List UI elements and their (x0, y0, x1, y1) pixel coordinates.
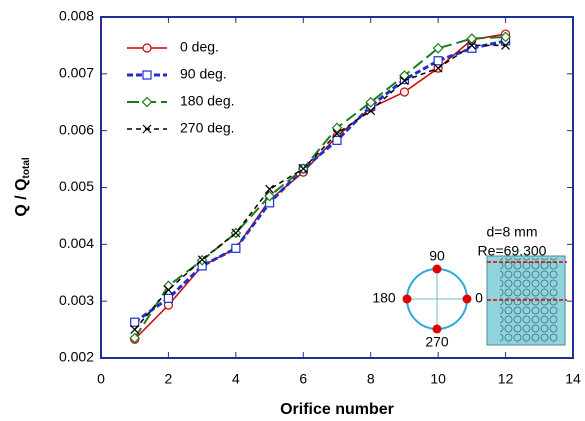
x-axis-title: Orifice number (280, 401, 394, 418)
inset-label: 90 (429, 248, 445, 264)
y-tick-label: 0.006 (59, 121, 94, 137)
plot-frame (100, 16, 574, 359)
marker (466, 33, 478, 44)
marker (365, 96, 377, 108)
inset-label: 0 (475, 290, 483, 306)
marker (142, 124, 152, 134)
y-tick-label: 0.005 (59, 178, 94, 194)
x-tick-label: 6 (299, 371, 307, 387)
marker (265, 184, 274, 194)
marker (197, 255, 207, 265)
legend-label: 180 deg. (180, 93, 235, 109)
legend-label: 270 deg. (180, 120, 235, 136)
x-tick-label: 0 (97, 371, 105, 387)
x-tick-label: 14 (565, 371, 581, 387)
series-line (133, 35, 506, 339)
x-tick-label: 2 (165, 371, 173, 387)
marker (298, 164, 308, 174)
inset-label: 180 (372, 290, 396, 306)
series-line (134, 44, 506, 331)
inset-label: 270 (425, 334, 449, 350)
y-tick-label: 0.007 (59, 65, 94, 81)
marker (432, 42, 444, 54)
marker (400, 76, 409, 86)
x-tick-label: 10 (430, 371, 446, 387)
marker (130, 317, 140, 327)
marker (467, 40, 477, 50)
y-tick-label: 0.002 (59, 349, 94, 365)
x-tick-label: 12 (498, 371, 514, 387)
inset-image (486, 255, 567, 346)
marker (142, 70, 152, 80)
marker (331, 122, 343, 134)
y-axis-title: Q / Qtotal (13, 157, 31, 217)
marker (141, 96, 153, 108)
marker (231, 228, 241, 238)
annotation: Re=69,300 (478, 243, 547, 259)
marker (130, 325, 140, 335)
marker (142, 43, 152, 53)
y-tick-label: 0.004 (59, 235, 94, 251)
marker (366, 106, 376, 116)
legend-label: 90 deg. (180, 66, 227, 82)
marker (164, 285, 173, 295)
marker (332, 129, 342, 138)
x-tick-label: 4 (232, 371, 240, 387)
marker (332, 135, 342, 145)
marker (163, 293, 174, 303)
y-axis-title-main: Q / Q (13, 178, 30, 216)
marker (231, 243, 241, 253)
x-tick-label: 8 (367, 371, 375, 387)
marker (500, 31, 511, 43)
legend-label: 0 deg. (180, 39, 219, 55)
marker (501, 40, 510, 50)
annotation: d=8 mm (487, 224, 538, 240)
inset-diagram: 90 180 0 270 (372, 248, 483, 350)
marker (433, 56, 443, 66)
y-tick-label: 0.003 (59, 292, 94, 308)
series-line (133, 39, 506, 324)
y-tick-label: 0.008 (59, 8, 94, 24)
marker (399, 87, 410, 97)
marker (129, 332, 141, 344)
marker (264, 190, 275, 202)
marker (433, 63, 443, 73)
y-axis-title-sub: total (21, 157, 32, 178)
